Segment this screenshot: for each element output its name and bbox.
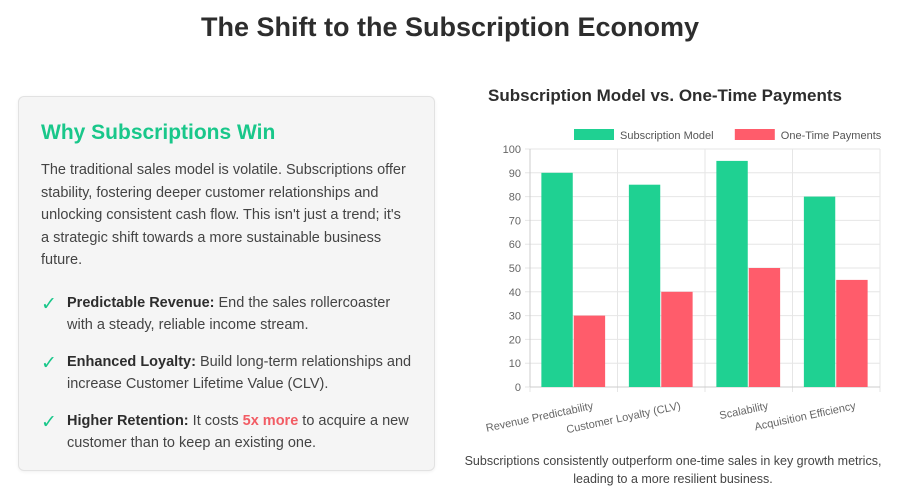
bar-one-time [661,291,693,387]
y-tick-label: 100 [503,144,521,156]
legend-label: Subscription Model [620,130,714,142]
checkmark-icon: ✓ [41,293,57,315]
why-subscriptions-card: Why Subscriptions Win The traditional sa… [18,96,435,471]
bar-subscription [628,184,661,387]
benefit-description-end: to acquire a new customer than to keep a… [67,412,409,452]
card-title: Why Subscriptions Win [41,121,276,144]
legend-swatch [574,129,614,140]
checkmark-icon: ✓ [41,352,57,374]
chart-caption: Subscriptions consistently outperform on… [464,454,882,486]
benefit-title: Predictable Revenue: [67,294,215,311]
y-tick-label: 40 [509,287,521,299]
benefit-text: Higher Retention: It costs 5x more to ac… [67,410,412,455]
legend-swatch [734,129,775,140]
benefit-title: Enhanced Loyalty: [67,353,196,370]
legend-label: One-Time Payments [781,130,882,142]
intro-paragraph: The traditional sales model is volatile.… [41,162,406,268]
benefit-description: It costs [188,412,243,429]
x-tick-label: Acquisition Efficiency [754,400,858,433]
chart-title: Subscription Model vs. One-Time Payments [488,86,842,105]
benefit-description: End the sales rollercoaster with a stead… [67,294,391,334]
y-tick-label: 0 [515,382,521,394]
emphasis-text: 5x more [242,412,299,429]
benefit-item: ✓ Enhanced Loyalty: Build long-term rela… [41,351,412,396]
benefit-description: Build long-term relationships and increa… [67,353,412,393]
y-tick-label: 70 [509,215,521,227]
benefit-text: Predictable Revenue: End the sales rolle… [67,292,412,337]
benefit-title: Higher Retention: [67,412,189,429]
bar-subscription [716,160,748,387]
benefit-text: Enhanced Loyalty: Build long-term relati… [67,351,412,396]
y-tick-label: 60 [509,239,521,251]
y-tick-label: 90 [509,168,521,180]
y-tick-label: 10 [509,358,521,370]
bar-one-time [836,279,868,387]
benefit-item: ✓ Higher Retention: It costs 5x more to … [41,410,412,455]
y-tick-label: 50 [509,263,521,275]
y-tick-label: 20 [509,334,521,346]
checkmark-icon: ✓ [41,411,57,433]
page-title: The Shift to the Subscription Economy [200,12,699,42]
y-tick-label: 80 [509,192,521,204]
bar-one-time [573,315,606,387]
bar-one-time [748,268,781,387]
bar-subscription [541,172,573,387]
benefits-list: ✓ Predictable Revenue: End the sales rol… [41,292,412,455]
bar-subscription [803,196,836,387]
benefit-item: ✓ Predictable Revenue: End the sales rol… [41,292,412,337]
y-tick-label: 30 [509,311,521,323]
